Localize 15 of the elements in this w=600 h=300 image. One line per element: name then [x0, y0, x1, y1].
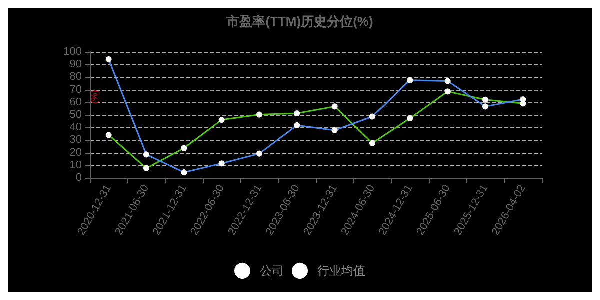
y-tick-label: 70 — [70, 84, 82, 96]
y-tick-label: 20 — [70, 146, 82, 159]
y-tick-label: 80 — [70, 71, 82, 84]
y-tick-label: 90 — [70, 58, 82, 71]
y-tick-label: 10 — [70, 159, 82, 172]
chart-title: 市盈率(TTM)历史分位(%) — [226, 14, 374, 29]
y-tick-label: 60 — [70, 96, 82, 108]
y-tick-label: 40 — [70, 122, 82, 134]
y-tick-label: 0 — [76, 172, 82, 184]
legend-label: 公司 — [260, 264, 284, 278]
y-tick-label: 30 — [70, 134, 82, 146]
y-axis-title: (%) — [90, 90, 100, 104]
legend-label: 行业均值 — [318, 264, 366, 278]
y-tick-label: 50 — [70, 109, 82, 121]
y-tick-label: 100 — [64, 46, 82, 58]
